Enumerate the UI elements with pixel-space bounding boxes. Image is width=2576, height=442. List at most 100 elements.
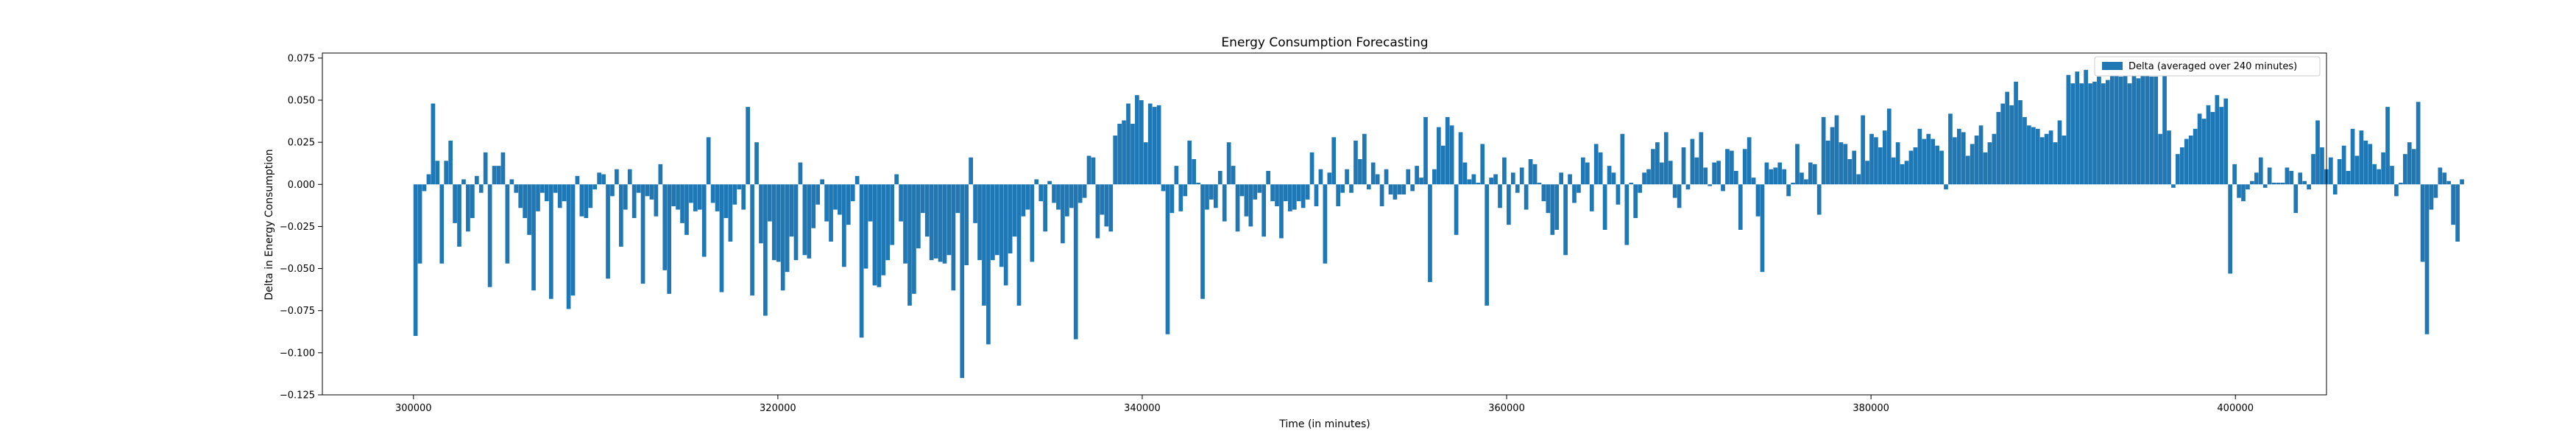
bar: [1021, 184, 1026, 217]
bar: [833, 184, 838, 210]
bar: [636, 184, 641, 193]
bar: [1821, 116, 1826, 185]
bar: [1800, 172, 1804, 185]
bar: [1108, 184, 1114, 232]
bar: [1541, 184, 1546, 202]
bar: [1489, 178, 1493, 185]
bar: [2346, 171, 2351, 185]
bar: [807, 184, 812, 259]
bar: [776, 184, 781, 262]
bar: [2176, 154, 2180, 185]
bar: [1467, 179, 1472, 185]
bar: [933, 184, 938, 259]
bar: [846, 184, 851, 225]
bar: [1983, 152, 1988, 185]
bar: [859, 184, 864, 338]
bar: [2315, 120, 2320, 185]
bar: [1183, 184, 1188, 197]
bar: [2271, 183, 2276, 185]
bar: [1616, 184, 1621, 205]
bar: [863, 184, 868, 269]
bar: [785, 184, 790, 273]
y-tick-label: 0.050: [288, 96, 315, 107]
bar: [422, 184, 427, 192]
bar: [1296, 184, 1301, 202]
bar: [584, 184, 589, 218]
bar: [2280, 183, 2285, 185]
bar: [1340, 184, 1345, 193]
bar: [2018, 100, 2023, 185]
bar: [1147, 103, 1153, 185]
bar: [1515, 184, 1520, 193]
bar: [1187, 140, 1192, 185]
bar: [2390, 166, 2394, 185]
bar: [2359, 130, 2364, 185]
bar: [1375, 174, 1380, 185]
bar: [1370, 162, 1376, 185]
bar: [2320, 147, 2324, 185]
bar: [1440, 145, 1446, 185]
bar: [1730, 150, 1734, 185]
bar: [1747, 137, 1752, 185]
bar: [2337, 159, 2342, 185]
bar: [2258, 157, 2263, 185]
bar: [545, 184, 549, 202]
bar: [938, 184, 943, 262]
bar: [2276, 183, 2281, 185]
bar: [885, 184, 891, 261]
bar: [1336, 184, 1341, 206]
bar: [2039, 137, 2045, 185]
bar: [820, 179, 824, 185]
bar: [466, 184, 470, 232]
bar: [2424, 184, 2430, 334]
bar: [2429, 184, 2434, 210]
bar: [1086, 155, 1091, 185]
bar: [492, 166, 497, 185]
bar: [2394, 184, 2399, 197]
bar: [2084, 69, 2088, 185]
bar: [802, 184, 807, 256]
bar: [1703, 167, 1708, 185]
bar: [723, 184, 729, 218]
bar: [1113, 136, 1118, 185]
bar: [1847, 159, 1853, 185]
bar: [2350, 128, 2355, 185]
bar: [509, 179, 514, 185]
bar: [588, 184, 593, 208]
bar: [1839, 142, 1844, 185]
bar: [1519, 167, 1524, 185]
bar: [1406, 169, 1411, 185]
bar: [1139, 100, 1144, 185]
bar: [1620, 133, 1625, 185]
bar: [2140, 71, 2145, 185]
y-tick-label: −0.050: [280, 264, 315, 275]
bar: [2215, 95, 2220, 185]
bar: [1891, 157, 1896, 185]
bar: [1563, 184, 1568, 256]
bar: [654, 184, 659, 217]
bar: [2246, 184, 2250, 190]
bar: [1480, 144, 1485, 185]
bar: [2149, 77, 2154, 185]
bar: [1393, 184, 1398, 200]
bar: [890, 184, 895, 245]
bar: [1008, 184, 1013, 253]
bar: [1025, 184, 1030, 210]
bar: [2009, 105, 2014, 185]
plot-frame: [322, 52, 2327, 396]
bar: [2014, 81, 2018, 185]
bar: [1733, 171, 1738, 185]
bar: [2179, 147, 2184, 185]
bar: [2005, 91, 2010, 185]
bar: [1589, 184, 1594, 211]
bar: [1568, 174, 1572, 185]
bar: [1003, 184, 1008, 286]
bar: [592, 184, 598, 190]
bar: [527, 184, 531, 235]
bar: [619, 184, 623, 247]
bar: [2184, 138, 2189, 185]
bar: [2158, 133, 2162, 185]
bar: [737, 184, 742, 190]
bar: [2127, 83, 2132, 185]
bar: [768, 184, 772, 222]
